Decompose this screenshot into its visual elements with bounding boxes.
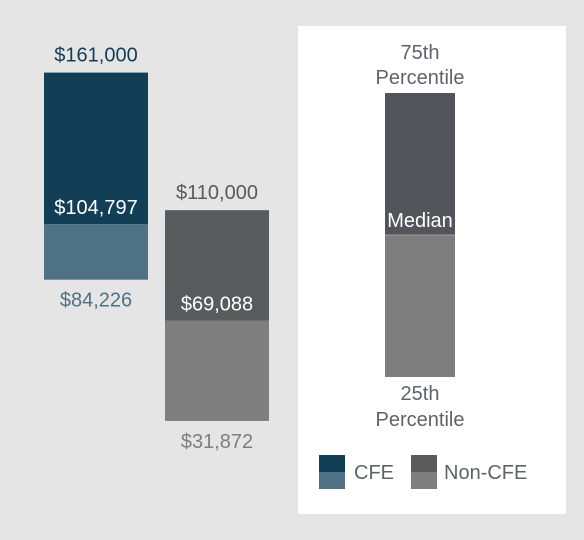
legend-p75-label-line2: Percentile <box>376 67 465 89</box>
cfe-median-label: $104,797 <box>54 197 137 219</box>
legend-p25-label-line2: Percentile <box>376 409 465 431</box>
legend-median-label: Median <box>387 210 453 232</box>
legend-key-non-cfe-label: Non-CFE <box>444 462 527 484</box>
value-labels-group: $161,000 $104,797 $84,226 $110,000 $69,088 $3… <box>54 45 258 453</box>
cfe-p75-label: $161,000 <box>54 45 137 67</box>
legend-key-cfe-upper-swatch <box>319 455 345 472</box>
legend-sample-lower-segment <box>385 235 455 377</box>
non-cfe-p75-label: $110,000 <box>176 182 258 204</box>
legend-sample-upper-segment <box>385 93 455 235</box>
non-cfe-median-label: $69,088 <box>181 294 253 316</box>
non-cfe-lower-segment <box>165 320 269 421</box>
cfe-p25-label: $84,226 <box>60 290 132 312</box>
legend-key-cfe-lower-swatch <box>319 472 345 489</box>
legend-key-non-cfe-upper-swatch <box>411 455 437 472</box>
non-cfe-upper-segment <box>165 210 269 321</box>
cfe-lower-segment <box>44 224 148 280</box>
legend-key-non-cfe-lower-swatch <box>411 472 437 489</box>
legend-panel: 75th Percentile Median 25th Percentile C… <box>298 26 566 514</box>
legend-p25-label-line1: 25th <box>401 383 440 405</box>
legend-p75-label-line1: 75th <box>401 42 440 64</box>
non-cfe-p25-label: $31,872 <box>181 431 253 453</box>
cfe-upper-segment <box>44 72 148 225</box>
bars-group <box>44 72 269 421</box>
legend-key-cfe-label: CFE <box>354 462 394 484</box>
